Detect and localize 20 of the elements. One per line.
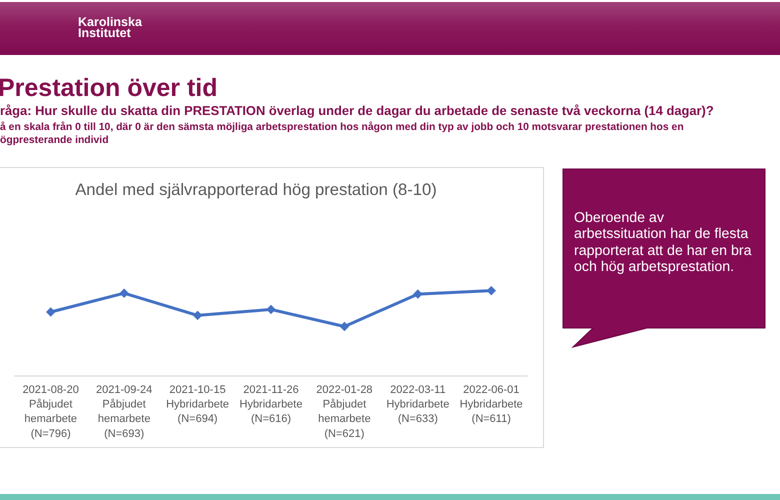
point bbox=[193, 310, 202, 320]
point bbox=[413, 290, 422, 299]
x-tick-label: 2022-01-28 Påbjudet hemarbete (N=621) bbox=[316, 384, 373, 440]
point bbox=[340, 322, 349, 332]
x-tick-label: 2021-08-20 Påbjudet hemarbete (N=796) bbox=[22, 384, 79, 440]
point bbox=[486, 286, 496, 296]
text: Karolinska Institutet bbox=[78, 15, 142, 40]
text: Oberoende av arbetssituation har de flesta rapporterat att de har en bra och hög arbetsprestation. bbox=[574, 210, 752, 275]
point bbox=[266, 304, 276, 314]
text: råga: Hur skulle du skatta din PRESTATION överlag under de dagar du arbetade de senaste två veckorna (14 dagar)? bbox=[0, 102, 714, 118]
text: å en skala från 0 till 10, där 0 är den sämsta möjliga arbetsprestation hos någon med din typ av jobb och 10 motsvarar prestationen hos en ögpresterande individ bbox=[0, 122, 684, 146]
point bbox=[46, 308, 56, 316]
x-tick-label: 2021-10-15 Hybridarbete (N=694) bbox=[166, 384, 230, 426]
x-tick-label: 2022-06-01 Hybridarbete (N=611) bbox=[460, 384, 523, 426]
point bbox=[120, 288, 129, 298]
text: Prestation över tid bbox=[0, 74, 218, 102]
x-tick-label: 2022-03-11 Hybridarbete (N=633) bbox=[386, 384, 450, 426]
chart-title: Andel med självrapporterad hög prestation (8-10) bbox=[74, 180, 438, 199]
x-tick-label: 2021-09-24 Påbjudet hemarbete (N=693) bbox=[96, 384, 152, 440]
x-tick-label: 2021-11-26 Hybridarbete (N=616) bbox=[240, 384, 302, 426]
